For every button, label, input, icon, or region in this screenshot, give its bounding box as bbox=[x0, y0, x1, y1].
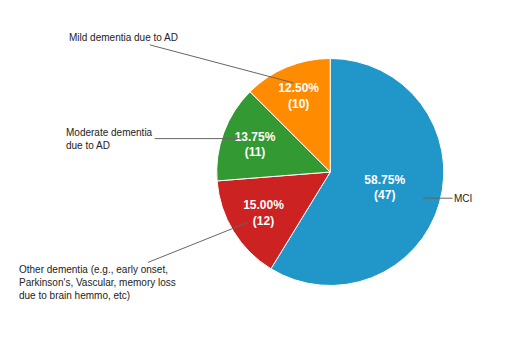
svg-text:Moderate dementiadue to AD: Moderate dementiadue to AD bbox=[66, 127, 153, 151]
svg-text:Other dementia (e.g., early on: Other dementia (e.g., early onset,Parkin… bbox=[19, 264, 176, 301]
svg-text:15.00%(12): 15.00%(12) bbox=[243, 198, 284, 228]
svg-text:12.50%(10): 12.50%(10) bbox=[278, 81, 319, 111]
svg-text:13.75%(11): 13.75%(11) bbox=[235, 130, 276, 160]
svg-text:58.75%(47): 58.75%(47) bbox=[364, 173, 405, 203]
svg-text:MCI: MCI bbox=[454, 193, 472, 204]
svg-text:Mild dementia due to AD: Mild dementia due to AD bbox=[69, 32, 178, 43]
